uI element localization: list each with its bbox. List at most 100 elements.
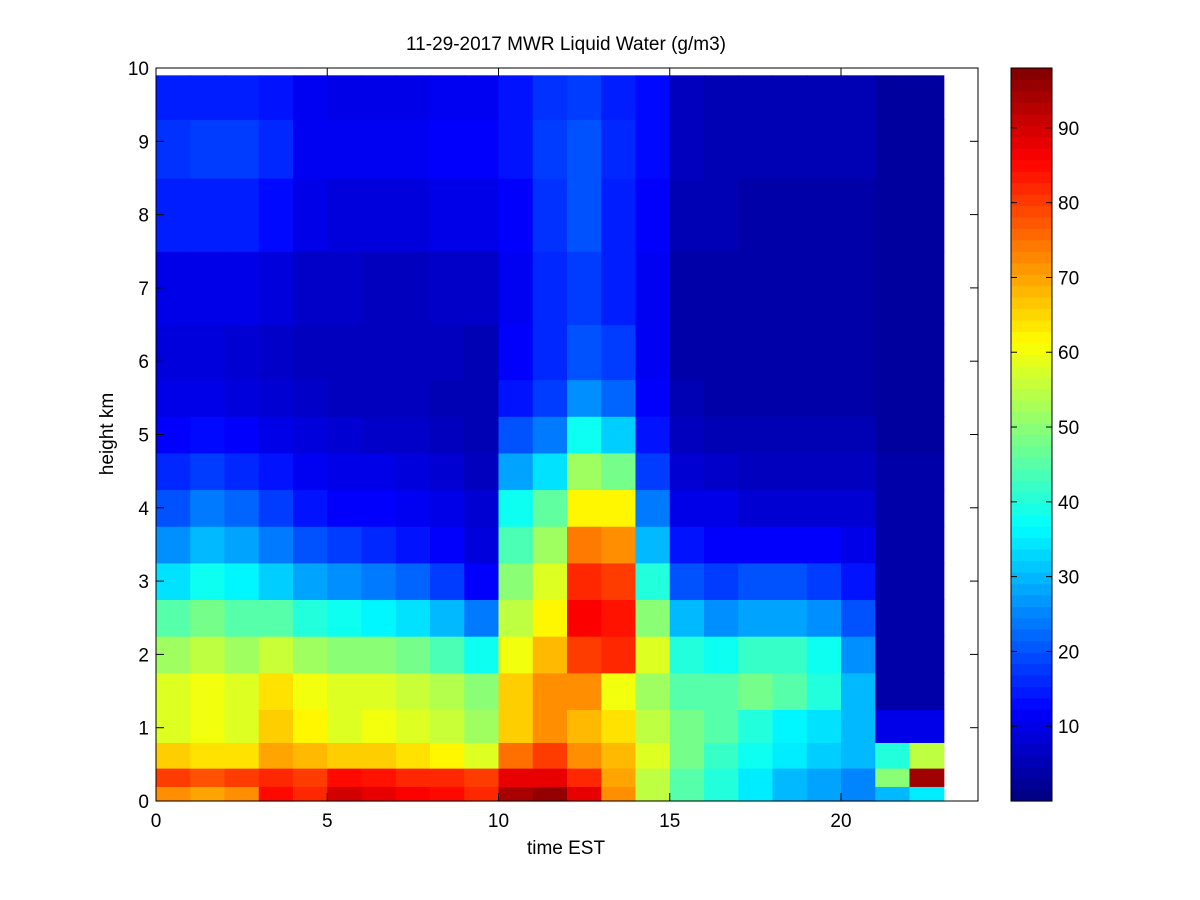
colorbar-segment bbox=[1011, 675, 1052, 688]
colorbar-segment bbox=[1011, 663, 1052, 676]
heatmap-cell bbox=[567, 177, 602, 252]
colorbar-segment bbox=[1011, 445, 1052, 458]
colorbar-tick-label: 70 bbox=[1058, 268, 1079, 289]
heatmap-cell bbox=[738, 526, 774, 564]
heatmap-cell bbox=[841, 526, 876, 564]
heatmap-cell bbox=[669, 672, 705, 710]
heatmap-cell bbox=[464, 379, 500, 417]
heatmap-cell bbox=[704, 636, 739, 674]
colorbar-segment bbox=[1011, 743, 1052, 756]
heatmap-cell bbox=[395, 526, 431, 564]
colorbar-segment bbox=[1011, 468, 1052, 481]
heatmap-cell bbox=[806, 636, 842, 674]
colorbar-segment bbox=[1011, 434, 1052, 447]
colorbar-segment bbox=[1011, 285, 1052, 298]
heatmap-cell bbox=[841, 768, 876, 787]
colorbar-segment bbox=[1011, 319, 1052, 333]
heatmap-cell bbox=[567, 416, 602, 454]
y-tick-label: 8 bbox=[138, 206, 149, 227]
heatmap-cell bbox=[909, 452, 945, 491]
heatmap-cell bbox=[601, 709, 637, 743]
heatmap-cell bbox=[258, 599, 294, 637]
colorbar-segment bbox=[1011, 755, 1052, 768]
heatmap-cell bbox=[704, 177, 739, 252]
colorbar-segment bbox=[1011, 308, 1052, 321]
heatmap-cell bbox=[395, 636, 431, 674]
heatmap-cell bbox=[635, 526, 671, 564]
heatmap-cell bbox=[327, 489, 363, 527]
heatmap-cell bbox=[635, 709, 671, 743]
heatmap-cell bbox=[875, 768, 911, 787]
heatmap-cell bbox=[361, 324, 397, 381]
heatmap-cell bbox=[224, 119, 260, 179]
y-tick-label: 5 bbox=[138, 426, 149, 447]
heatmap-cell bbox=[327, 379, 363, 417]
heatmap-cell bbox=[567, 489, 602, 527]
colorbar-segment bbox=[1011, 400, 1052, 413]
heatmap-cell bbox=[669, 177, 705, 252]
heatmap-cell bbox=[704, 119, 739, 179]
heatmap-cell bbox=[258, 562, 294, 601]
heatmap-cell bbox=[806, 324, 842, 381]
heatmap-cell bbox=[224, 768, 260, 787]
colorbar-segment bbox=[1011, 193, 1052, 207]
heatmap-cell bbox=[498, 709, 534, 743]
heatmap-cell bbox=[601, 636, 637, 674]
heatmap-cell bbox=[464, 177, 500, 252]
heatmap-cell bbox=[772, 562, 808, 601]
heatmap-cell bbox=[395, 379, 431, 417]
colorbar-segment bbox=[1011, 560, 1052, 573]
heatmap-cell bbox=[909, 599, 945, 637]
heatmap-cell bbox=[498, 489, 534, 527]
heatmap-cell bbox=[395, 416, 431, 454]
heatmap-cell bbox=[464, 489, 500, 527]
heatmap-cell bbox=[430, 768, 465, 787]
heatmap-cell bbox=[704, 526, 739, 564]
heatmap-cell bbox=[635, 768, 671, 787]
heatmap-cell bbox=[293, 75, 328, 120]
heatmap-cell bbox=[532, 251, 568, 326]
heatmap-cell bbox=[738, 119, 774, 179]
heatmap-cell bbox=[532, 379, 568, 417]
colorbar-segment bbox=[1011, 720, 1052, 733]
heatmap-cell bbox=[190, 416, 226, 454]
heatmap-cell bbox=[875, 742, 911, 769]
heatmap-cell bbox=[635, 742, 671, 769]
heatmap-cell bbox=[327, 251, 363, 326]
heatmap-cell bbox=[190, 672, 226, 710]
heatmap-cell bbox=[635, 452, 671, 491]
heatmap-cell bbox=[532, 636, 568, 674]
heatmap-cell bbox=[293, 324, 328, 381]
heatmap-cell bbox=[875, 452, 911, 491]
heatmap-cell bbox=[361, 709, 397, 743]
heatmap-cell bbox=[395, 742, 431, 769]
heatmap-cell bbox=[806, 709, 842, 743]
colorbar-tick-label: 20 bbox=[1058, 642, 1079, 663]
heatmap-cell bbox=[875, 119, 911, 179]
heatmap-cell bbox=[738, 75, 774, 120]
heatmap-cell bbox=[464, 75, 500, 120]
colorbar-segment bbox=[1011, 274, 1052, 287]
heatmap-cell bbox=[498, 379, 534, 417]
heatmap-cell bbox=[875, 562, 911, 601]
heatmap-cell bbox=[190, 177, 226, 252]
heatmap-cell bbox=[498, 672, 534, 710]
heatmap-cell bbox=[909, 489, 945, 527]
heatmap-cell bbox=[532, 452, 568, 491]
heatmap-cell bbox=[224, 251, 260, 326]
heatmap-cell bbox=[464, 324, 500, 381]
heatmap-cell bbox=[464, 742, 500, 769]
heatmap-cell bbox=[669, 768, 705, 787]
heatmap-cell bbox=[258, 416, 294, 454]
heatmap-cell bbox=[361, 526, 397, 564]
heatmap-cell bbox=[224, 324, 260, 381]
heatmap-cell bbox=[430, 709, 465, 743]
heatmap-cell bbox=[738, 672, 774, 710]
y-tick-label: 6 bbox=[138, 352, 149, 373]
colorbar-segment bbox=[1011, 686, 1052, 699]
heatmap-cell bbox=[567, 599, 602, 637]
colorbar-segment bbox=[1011, 652, 1052, 665]
colorbar-segment bbox=[1011, 732, 1052, 745]
heatmap-cell bbox=[669, 251, 705, 326]
heatmap-cell bbox=[909, 768, 945, 787]
